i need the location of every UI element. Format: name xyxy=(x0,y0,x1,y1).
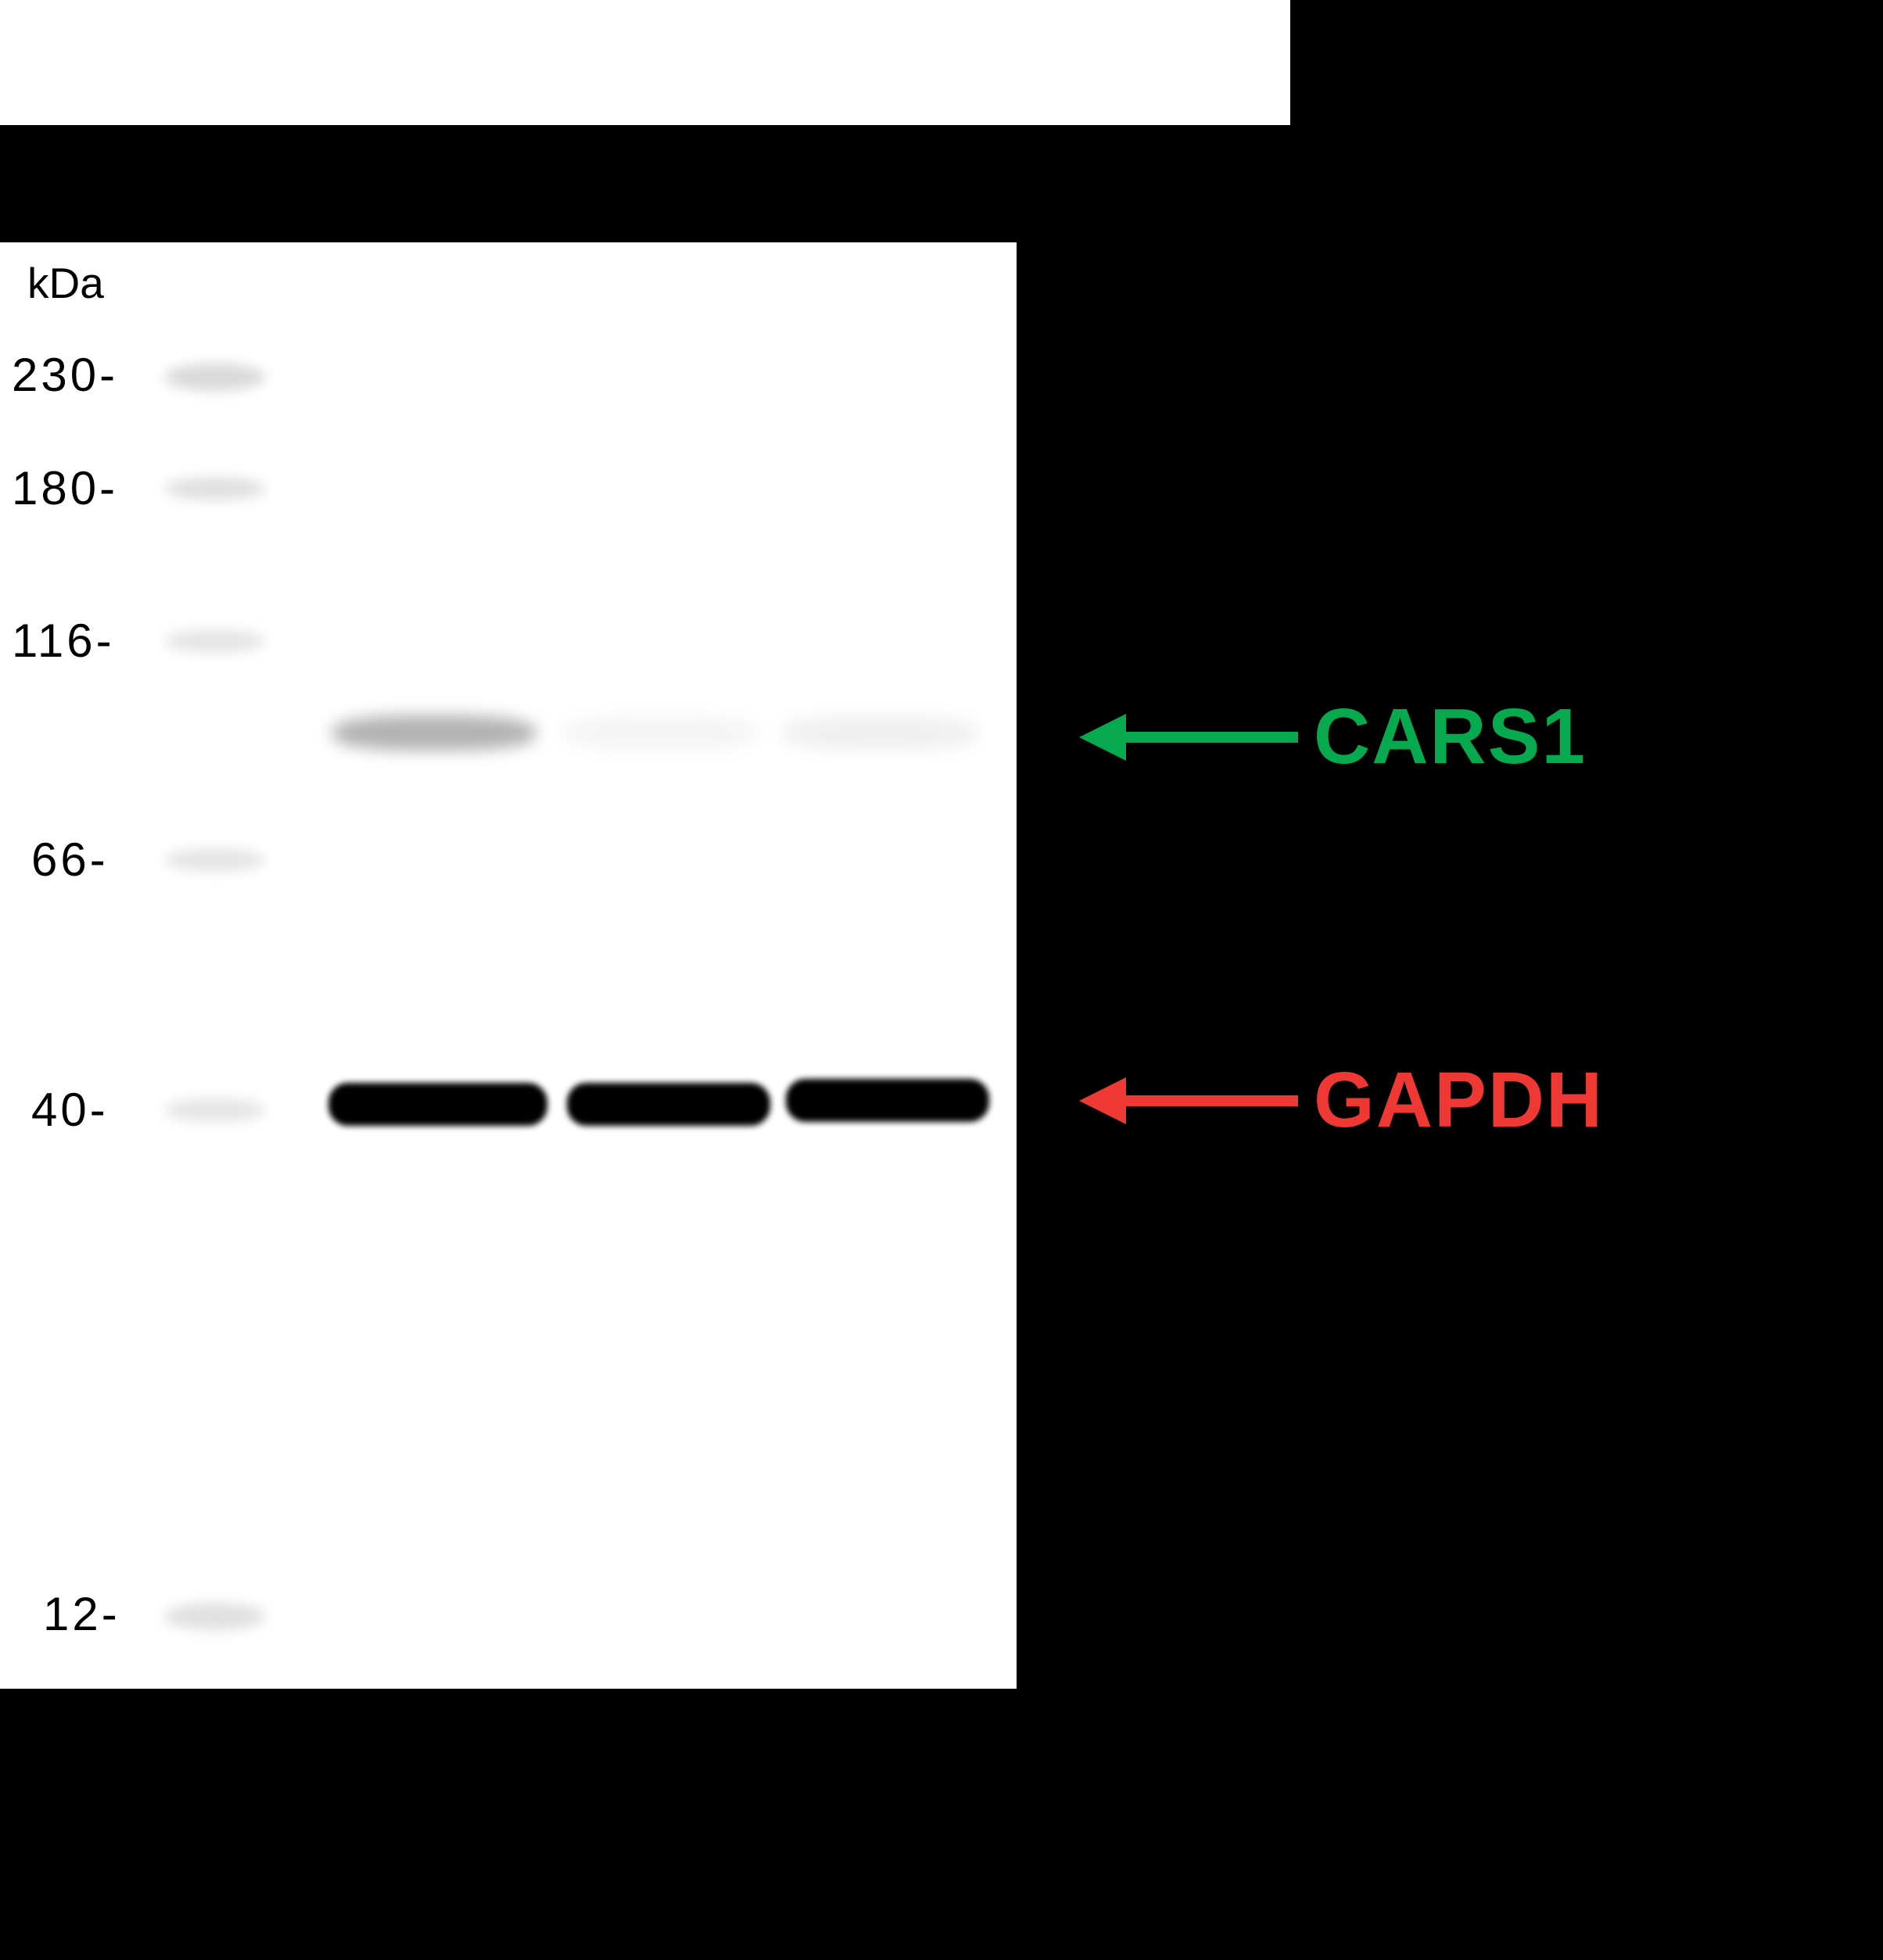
cars1-annotation: CARS1 xyxy=(1079,692,1587,782)
cars1-band-lane3 xyxy=(782,715,977,751)
ladder-band-12 xyxy=(164,1603,266,1630)
western-blot-image: kDa 230- 180- 116- 66- 40- 12- xyxy=(0,242,1017,1689)
cars1-band-lane2 xyxy=(563,715,759,751)
cars1-band-lane1 xyxy=(332,715,536,751)
gapdh-band-lane2 xyxy=(567,1083,770,1126)
marker-180: 180- xyxy=(12,461,118,515)
unit-label: kDa xyxy=(27,258,104,308)
arrow-left-icon xyxy=(1079,702,1298,772)
gapdh-annotation: GAPDH xyxy=(1079,1055,1604,1145)
gapdh-label: GAPDH xyxy=(1314,1055,1604,1145)
ladder-band-116 xyxy=(164,629,266,653)
ladder-band-180 xyxy=(164,477,266,500)
marker-230: 230- xyxy=(12,348,118,402)
arrow-left-icon xyxy=(1079,1066,1298,1136)
white-top-strip xyxy=(0,0,1290,125)
ladder-band-230 xyxy=(164,364,266,391)
marker-12: 12- xyxy=(43,1587,120,1641)
ladder-band-40 xyxy=(164,1098,266,1122)
marker-66: 66- xyxy=(31,833,109,887)
marker-40: 40- xyxy=(31,1083,109,1137)
cars1-label: CARS1 xyxy=(1314,692,1587,782)
ladder-band-66 xyxy=(164,848,266,872)
gapdh-band-lane3 xyxy=(786,1079,989,1122)
gapdh-band-lane1 xyxy=(328,1083,547,1126)
marker-116: 116- xyxy=(12,614,115,668)
